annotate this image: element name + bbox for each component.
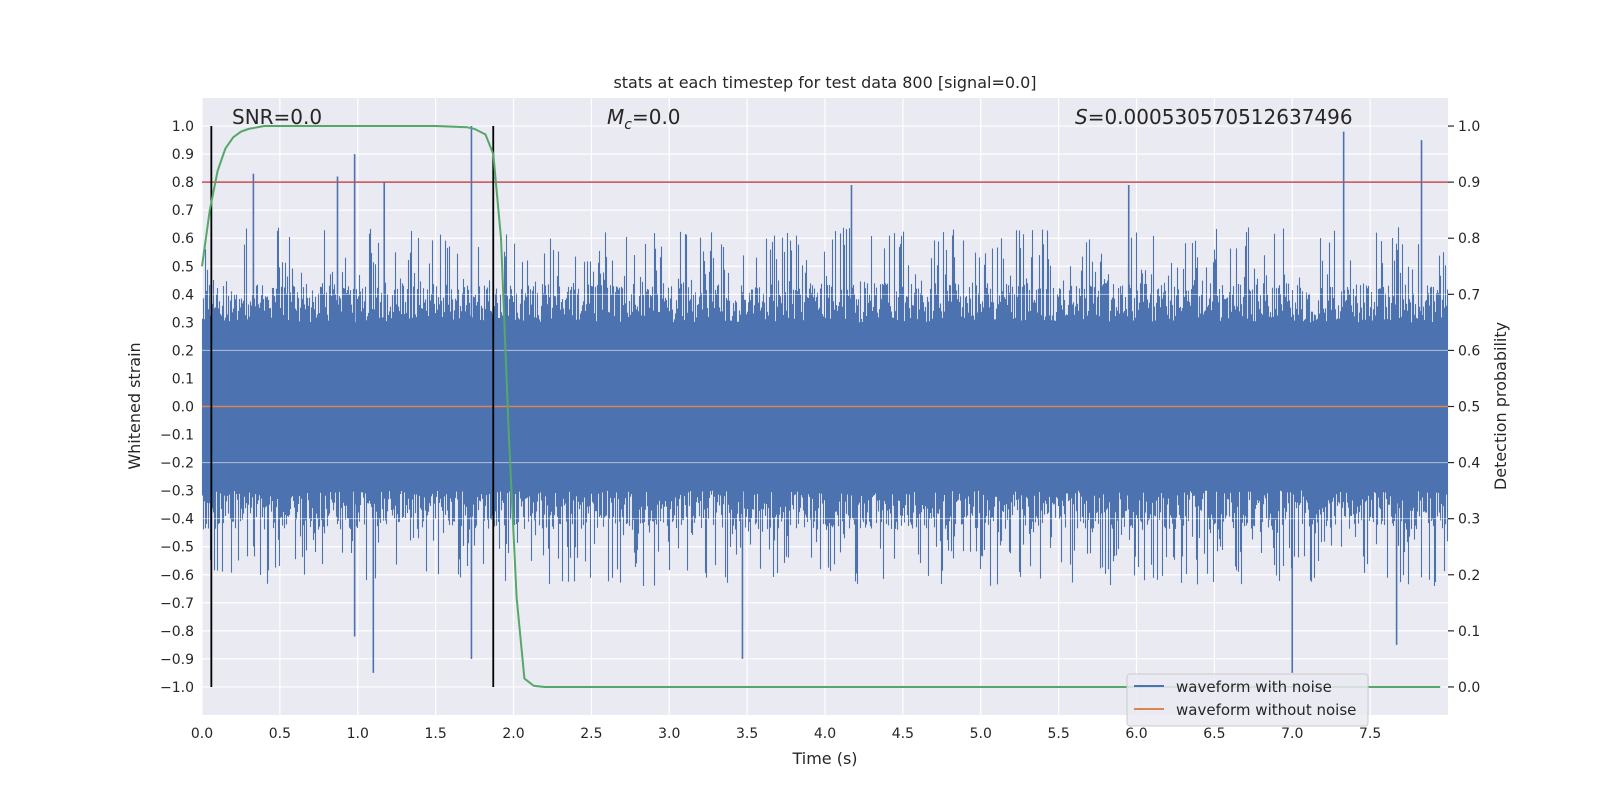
x-tick-label: 1.0 [347, 726, 369, 742]
x-tick-label: 0.5 [269, 726, 291, 742]
x-tick-label: 1.5 [424, 726, 446, 742]
chart-title: stats at each timestep for test data 800… [613, 73, 1036, 92]
y2-tick-label: 0.3 [1458, 512, 1480, 528]
y-tick-label: 0.3 [172, 315, 194, 331]
x-axis-ticks: 0.0 0.5 1.0 1.5 2.0 2.5 3.0 3.5 4.0 4.5 5.0 5.5 6.0 6… [191, 726, 1381, 742]
annotation-score: S=0.000530570512637496 [1075, 105, 1353, 129]
x-tick-label: 3.0 [658, 726, 680, 742]
y2-tick-label: 0.9 [1458, 175, 1480, 191]
y-tick-label: 0.7 [172, 203, 194, 219]
y2-tick-label: 0.0 [1458, 680, 1480, 696]
x-tick-label: 5.5 [1047, 726, 1069, 742]
y-tick-label: −0.9 [160, 652, 194, 668]
y-tick-label: 0.0 [172, 400, 194, 416]
annotation-score-value: =0.000530570512637496 [1088, 105, 1353, 129]
y-tick-label: 0.9 [172, 147, 194, 163]
y-tick-label: 0.8 [172, 175, 194, 191]
y-tick-label: −0.3 [160, 484, 194, 500]
y-tick-label: 1.0 [172, 119, 194, 135]
y2-tick-label: 1.0 [1458, 119, 1480, 135]
x-tick-label: 4.5 [892, 726, 914, 742]
y2-axis-label: Detection probability [1491, 322, 1510, 490]
x-tick-label: 6.5 [1203, 726, 1225, 742]
legend: waveform with noise waveform without noi… [1126, 673, 1369, 727]
y-tick-label: −1.0 [160, 680, 194, 696]
overlay [201, 125, 1448, 688]
series-detection-probability [201, 125, 1441, 688]
y2-tick-label: 0.7 [1458, 287, 1480, 303]
y-tick-label: 0.6 [172, 231, 194, 247]
y-tick-label: −0.4 [160, 512, 194, 528]
annotation-chirp-mass-sub: c [624, 117, 632, 133]
noise-lower-trace [201, 406, 1449, 586]
y2-axis-ticks: 0.0 0.1 0.2 0.3 0.4 0.5 0.6 0.7 0.8 0.9 1.0 [1448, 119, 1480, 696]
y-tick-label: −0.1 [160, 428, 194, 444]
legend-label-clean: waveform without noise [1176, 701, 1356, 719]
x-axis-label: Time (s) [791, 749, 857, 768]
y2-tick-label: 0.4 [1458, 456, 1480, 472]
y-tick-label: −0.7 [160, 596, 194, 612]
y-tick-label: −0.8 [160, 624, 194, 640]
x-tick-label: 4.0 [814, 726, 836, 742]
annotation-snr: SNR=0.0 [232, 105, 322, 129]
y-tick-label: −0.6 [160, 568, 194, 584]
y-tick-label: 0.5 [172, 259, 194, 275]
x-tick-label: 5.0 [970, 726, 992, 742]
y2-tick-label: 0.2 [1458, 568, 1480, 584]
x-tick-label: 0.0 [191, 726, 213, 742]
annotation-chirp-mass-symbol: M [607, 105, 624, 129]
x-tick-label: 7.0 [1281, 726, 1303, 742]
annotation-chirp-mass-value: =0.0 [632, 105, 681, 129]
y-tick-label: 0.4 [172, 287, 194, 303]
y2-tick-label: 0.5 [1458, 400, 1480, 416]
legend-box [1126, 673, 1369, 727]
y-axis-ticks: −1.0 −0.9 −0.8 −0.7 −0.6 −0.5 −0.4 −0.3 −0.2 −0.1… [160, 119, 194, 696]
y-tick-label: −0.2 [160, 456, 194, 472]
y-tick-label: 0.1 [172, 371, 194, 387]
annotation-chirp-mass: Mc=0.0 [607, 105, 681, 133]
legend-label-noise: waveform with noise [1176, 678, 1332, 696]
annotation-score-symbol: S [1075, 105, 1088, 129]
x-tick-label: 3.5 [736, 726, 758, 742]
y2-tick-label: 0.6 [1458, 343, 1480, 359]
x-tick-label: 2.5 [580, 726, 602, 742]
y2-tick-label: 0.1 [1458, 624, 1480, 640]
y2-tick-label: 0.8 [1458, 231, 1480, 247]
y-axis-label: Whitened strain [125, 342, 144, 469]
x-tick-label: 6.0 [1125, 726, 1147, 742]
x-tick-label: 2.0 [502, 726, 524, 742]
y-tick-label: 0.2 [172, 343, 194, 359]
y-tick-label: −0.5 [160, 540, 194, 556]
x-tick-label: 7.5 [1359, 726, 1381, 742]
